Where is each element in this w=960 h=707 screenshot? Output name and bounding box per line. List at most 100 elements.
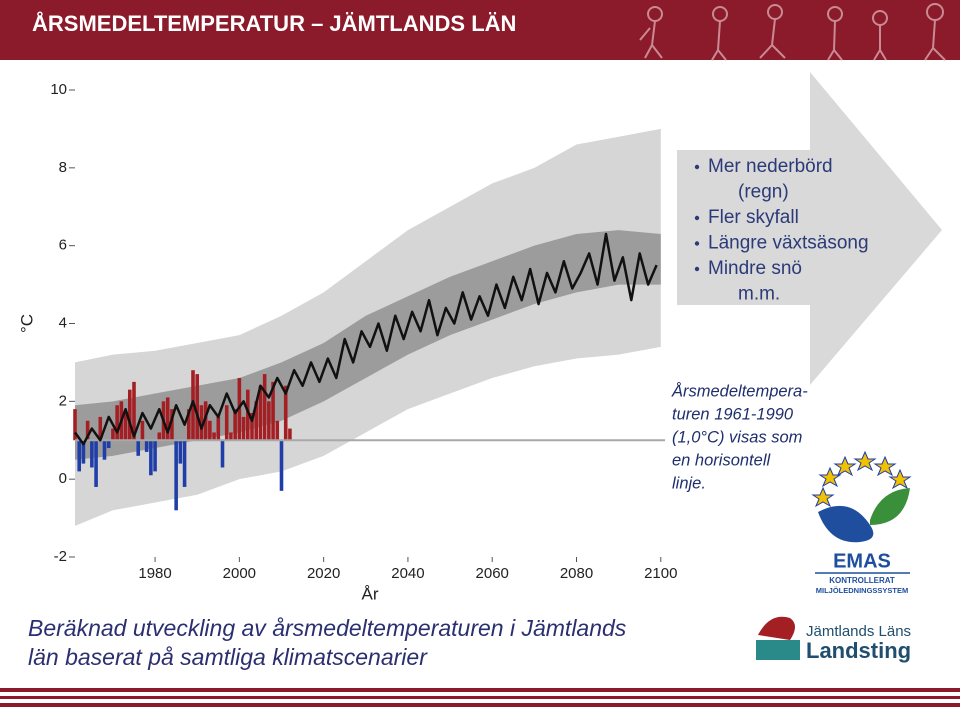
y-tick-label: 10 (50, 81, 67, 98)
note: Årsmedeltempera-turen 1961-1990 (1,0°C) v… (671, 381, 808, 492)
observed-bar (275, 420, 280, 441)
arrow-shape (677, 72, 942, 385)
observed-bar (271, 381, 275, 441)
bullet-dot (694, 241, 700, 246)
x-tick-label: 1980 (138, 565, 171, 582)
observed-bar (283, 385, 288, 441)
observed-bar (165, 397, 170, 441)
observed-bar (132, 381, 136, 441)
plot: -2 0 2 4 6 8 10 1980 2000 2020 2040 2060 2080 2100 År °… (17, 81, 677, 604)
observed-bar (98, 416, 103, 441)
observed-bar (85, 420, 90, 441)
observed-bar (224, 405, 229, 441)
median-line (73, 232, 658, 446)
observed-bar (90, 440, 94, 468)
observed-bar (203, 401, 208, 441)
caption-line: län baserat på samtliga klimatscenarier (28, 644, 428, 670)
bullet-text: m.m. (738, 284, 780, 305)
observed-bar (94, 440, 98, 487)
header-figures (639, 3, 946, 61)
note-line: Årsmedeltempera- (671, 381, 808, 400)
observed-bar (186, 409, 191, 441)
observed-bar (77, 440, 82, 472)
caption-line: Beräknad utveckling av årsmedeltemperatu… (28, 615, 627, 641)
bullet-dot (694, 266, 700, 272)
note-line: en horisontell (672, 451, 771, 469)
bullet-text: (regn) (738, 182, 789, 203)
y-tick-label: -2 (54, 548, 67, 565)
observed-bar (111, 428, 115, 441)
observed-bar (115, 405, 119, 441)
observed-bar (153, 440, 157, 472)
caption: Beräknad utveckling av årsmedeltemperatu… (28, 615, 627, 670)
x-tick-label: 2060 (476, 565, 509, 582)
note-line: (1,0°C) visas som (672, 428, 802, 446)
bullet-dot (694, 164, 700, 170)
observed-bar (144, 440, 149, 452)
bullet-text: Fler skyfall (708, 207, 799, 228)
y-tick-label: 6 (59, 237, 67, 254)
observed-bar (254, 401, 259, 441)
bullet-text: Mer nederbörd (708, 156, 833, 177)
observed-bar (199, 405, 204, 441)
bullet-text: Mindre snö (708, 258, 802, 279)
observed-bar (208, 420, 212, 441)
footer-stripe (0, 703, 960, 707)
note-line: turen 1961-1990 (672, 405, 794, 423)
landsting-text: Landsting (806, 638, 911, 663)
observed-bar (258, 385, 263, 441)
observed-bar (170, 409, 174, 441)
observed-bar (233, 409, 237, 441)
x-tick-label: 2020 (307, 565, 340, 582)
observed-bar (174, 440, 178, 511)
observed-bar (279, 440, 284, 491)
observed-bar (288, 428, 292, 441)
header-bar (0, 0, 960, 60)
bullet-dot (694, 215, 700, 221)
y-tick-label: 8 (59, 159, 67, 176)
y-tick-label: 0 (59, 470, 67, 487)
y-tick-label: 4 (59, 314, 67, 331)
footer-stripe (0, 688, 960, 692)
emas-text: KONTROLLERAT (829, 576, 895, 585)
observed-bar (106, 440, 111, 449)
x-axis-label: År (362, 584, 379, 603)
landsting-logo: Jämtlands Läns Landsting (756, 616, 911, 663)
slide-title: ÅRSMEDELTEMPERATUR – JÄMTLANDS LÄN (32, 10, 516, 36)
emas-text: EMAS (833, 550, 891, 572)
observed-bar (123, 413, 128, 441)
x-tick-label: 2080 (560, 565, 593, 582)
observed-bar (212, 432, 216, 441)
observed-bar (140, 420, 145, 441)
observed-bar (241, 416, 246, 441)
footer-stripe (0, 696, 960, 699)
bullet-list: Mer nederbörd (regn) Fler skyfall Längre vä… (694, 156, 869, 305)
x-tick-label: 2000 (223, 565, 256, 582)
y-tick-label: 2 (59, 392, 67, 409)
observed-bar (127, 389, 132, 441)
emas-logo: EMAS KONTROLLERAT MILJÖLEDNINGSSYSTEM (811, 450, 912, 595)
y-axis-label: °C (17, 314, 36, 333)
bullet-text: Längre växtsäsong (708, 233, 869, 254)
observed-bar (182, 440, 187, 487)
note-line: linje. (672, 474, 706, 492)
observed-bar (245, 389, 250, 441)
observed-bar (157, 432, 162, 441)
observed-bar (81, 440, 86, 464)
observed-bar (102, 440, 107, 460)
observed-bar (267, 401, 271, 441)
observed-bar (250, 413, 254, 441)
observed-bar (216, 416, 221, 441)
observed-bar (220, 440, 225, 468)
x-tick-label: 2040 (391, 565, 424, 582)
observed-bar (73, 409, 77, 441)
observed-bar (136, 440, 141, 456)
emas-text: MILJÖLEDNINGSSYSTEM (816, 586, 909, 595)
observed-bar (178, 440, 183, 464)
landsting-text: Jämtlands Läns (806, 623, 911, 640)
observed-bar (195, 374, 200, 441)
x-tick-label: 2100 (644, 565, 677, 582)
observed-bar (149, 440, 153, 476)
observed-bar (262, 374, 267, 441)
